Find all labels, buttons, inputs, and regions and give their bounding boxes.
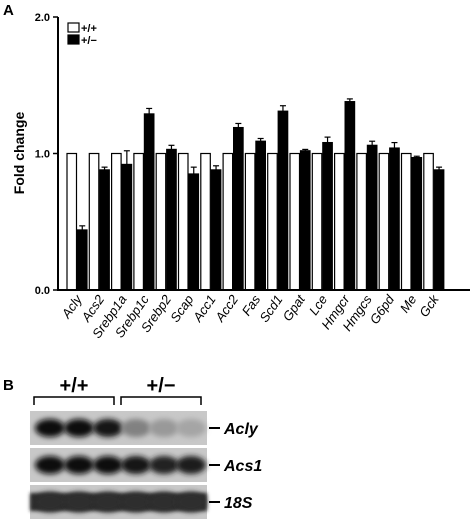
bar-chart: Fold change 0.0 1.0 2.0 AclyAcs2Srebp1aSre…: [11, 12, 470, 341]
blot-band: [149, 456, 179, 474]
blot-band: [35, 456, 65, 474]
blot-label-18s: 18S: [224, 495, 253, 512]
bar-wt-g6pd: [378, 152, 390, 291]
y-axis-label: Fold change: [11, 112, 27, 195]
blot-band: [176, 492, 206, 512]
blot-band: [121, 456, 151, 474]
panel-b-letter: B: [3, 377, 14, 394]
bar-het-scd1: [277, 110, 289, 291]
bar-wt-gpat: [289, 152, 301, 291]
bar-wt-acc1: [200, 152, 211, 291]
bar-wt-me: [400, 152, 412, 291]
bar-het-srebp2: [166, 148, 177, 291]
bar-wt-lce: [311, 152, 323, 291]
legend-label-het: +/−: [81, 35, 97, 47]
blot-band: [64, 419, 94, 437]
bar-het-hmgcs: [366, 144, 378, 291]
y-tick-label: 1.0: [35, 149, 50, 161]
legend-swatch-het: [67, 34, 80, 45]
bar-het-g6pd: [389, 147, 400, 291]
bar-wt-srebp1a: [110, 152, 122, 291]
x-tick-labels: AclyAcs2Srebp1aSrebp1cSrebp2ScapAcc1Acc2…: [58, 291, 443, 341]
blot-row-acs1: Acs1: [30, 448, 262, 482]
northern-blot: +/+ +/− Acly Acs1 18S: [30, 375, 262, 519]
bars: [66, 98, 445, 291]
bar-het-srebp1c: [143, 113, 155, 291]
x-tick-label-scd1: Scd1: [256, 292, 285, 325]
bar-wt-srebp2: [155, 152, 167, 291]
bar-het-lce: [322, 141, 333, 291]
bar-wt-scd1: [267, 152, 278, 291]
blot-label-acly: Acly: [223, 421, 259, 438]
blot-label-acs1: Acs1: [223, 458, 262, 475]
blot-band: [93, 419, 123, 437]
blot-band: [35, 492, 65, 512]
axes: [57, 17, 470, 291]
blot-band: [149, 492, 179, 512]
bar-wt-acly: [66, 152, 78, 291]
bar-wt-acc2: [222, 152, 234, 291]
blot-band: [93, 456, 123, 474]
bar-het-acly: [76, 229, 88, 291]
bar-het-gck: [433, 169, 445, 291]
bar-het-srebp1a: [121, 163, 133, 291]
group-label-het: +/−: [147, 375, 176, 397]
bar-wt-gck: [423, 152, 434, 291]
x-tick-label-scap: Scap: [167, 292, 196, 325]
blot-band: [176, 456, 206, 474]
group-bracket-het: [120, 396, 202, 405]
blot-row-acly: Acly: [30, 411, 259, 445]
blot-band: [93, 492, 123, 512]
blot-rows: Acly Acs1 18S: [30, 411, 262, 519]
bar-wt-srebp1c: [133, 152, 144, 291]
legend-label-wt: +/+: [81, 23, 97, 35]
panel-a-letter: A: [3, 2, 14, 19]
y-ticks: 0.0 1.0 2.0: [35, 12, 58, 297]
bar-het-scap: [188, 173, 200, 291]
bar-wt-hmgcr: [334, 152, 345, 291]
x-tick-label-acc2: Acc2: [212, 291, 242, 325]
x-tick-label-g6pd: G6pd: [367, 291, 398, 326]
x-tick-label-acc1: Acc1: [189, 292, 218, 325]
bar-het-acc2: [233, 126, 244, 291]
bar-het-acs2: [99, 169, 110, 291]
bar-het-hmgcr: [344, 101, 356, 291]
bar-het-fas: [255, 140, 266, 291]
blot-band: [64, 492, 94, 512]
bar-het-gpat: [299, 150, 311, 291]
blot-band: [121, 492, 151, 512]
blot-band: [149, 419, 179, 437]
bar-wt-scap: [177, 152, 189, 291]
x-tick-label-gpat: Gpat: [280, 291, 309, 324]
blot-band: [121, 419, 151, 437]
group-label-wt: +/+: [60, 375, 89, 397]
x-tick-label-gck: Gck: [416, 291, 442, 320]
bar-het-acc1: [210, 169, 222, 291]
blot-band: [64, 456, 94, 474]
bar-wt-fas: [244, 152, 256, 291]
blot-band: [35, 419, 65, 437]
blot-band: [176, 419, 206, 437]
bar-wt-hmgcs: [356, 152, 367, 291]
bar-het-me: [411, 156, 423, 291]
bar-wt-acs2: [88, 152, 100, 291]
legend-swatch-wt: [67, 22, 80, 33]
y-tick-label: 0.0: [35, 285, 50, 297]
blot-row-18s: 18S: [30, 485, 253, 519]
group-bracket-wt: [33, 396, 115, 405]
y-tick-label: 2.0: [35, 12, 50, 24]
legend: +/+ +/−: [67, 22, 97, 47]
